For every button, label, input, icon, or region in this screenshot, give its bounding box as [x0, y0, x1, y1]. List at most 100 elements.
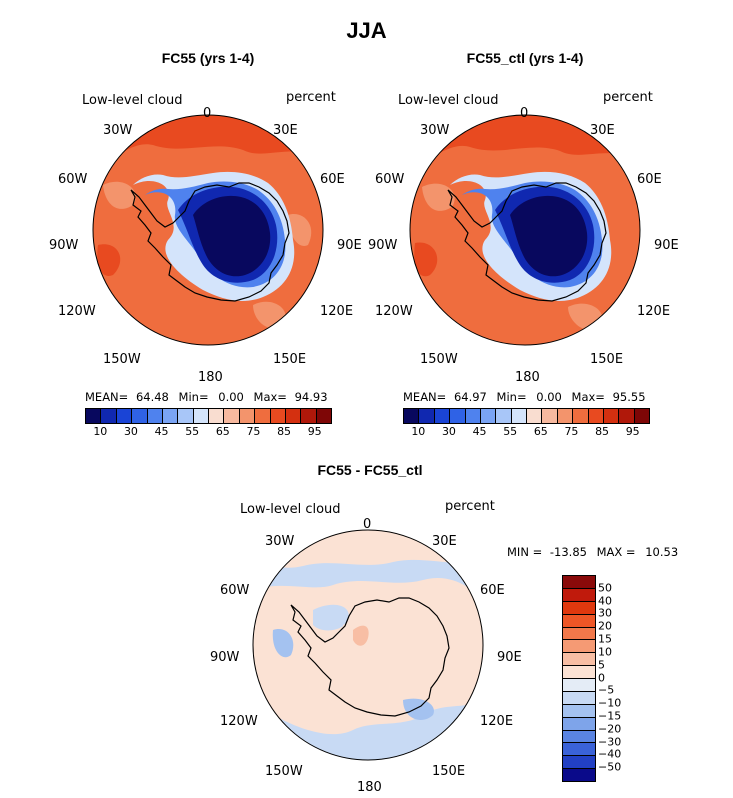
stats-right: MEAN= 64.97 Min= 0.00 Max= 95.55 — [403, 390, 646, 404]
colorbar-swatch — [563, 679, 595, 692]
min-value: -13.85 — [549, 545, 587, 559]
lon-label-150e: 150E — [273, 352, 307, 367]
colorbar-tick-label: 10 — [93, 425, 108, 438]
colorbar-swatch — [450, 409, 466, 423]
colorbar-tick-label: 65 — [533, 425, 548, 438]
lon-label-60w: 60W — [58, 172, 88, 187]
lon-label-30w: 30W — [265, 534, 295, 549]
mean-label: MEAN= — [403, 390, 447, 404]
max-value: 95.55 — [612, 390, 646, 404]
stats-left: MEAN= 64.48 Min= 0.00 Max= 94.93 — [85, 390, 328, 404]
colorbar-swatch — [527, 409, 543, 423]
lon-label-150e: 150E — [590, 352, 624, 367]
colorbar-swatch — [563, 717, 595, 731]
lon-label-120w: 120W — [58, 304, 96, 319]
colorbar-swatch — [270, 409, 286, 423]
colorbar-tick-label: 0 — [598, 671, 605, 684]
lon-label-60e: 60E — [320, 172, 345, 187]
colorbar-swatch — [603, 409, 620, 423]
colorbar-tick-label: 30 — [441, 425, 456, 438]
colorbar-swatch — [563, 704, 595, 718]
variable-label-diff: Low-level cloud — [240, 502, 341, 517]
lon-label-120w: 120W — [220, 714, 258, 729]
colorbar-tick-label: 5 — [598, 658, 605, 672]
polar-map-diff — [252, 529, 484, 761]
colorbar-swatch — [209, 409, 225, 423]
colorbar-swatch — [573, 409, 589, 423]
lon-label-0: 0 — [363, 517, 372, 532]
mean-value: 64.97 — [453, 390, 487, 404]
lon-label-120e: 120E — [480, 714, 514, 729]
colorbar-swatch — [255, 409, 271, 423]
polar-map-left — [92, 114, 324, 346]
colorbar-swatch — [285, 409, 302, 423]
variable-label-right: Low-level cloud — [398, 93, 499, 108]
lon-label-90w: 90W — [49, 238, 79, 253]
colorbar-tick-label: −30 — [598, 735, 622, 749]
colorbar-swatch — [511, 409, 527, 423]
panel-subtitle-diff: FC55 - FC55_ctl — [317, 462, 423, 478]
colorbar-swatch — [132, 409, 148, 423]
colorbar-swatch — [86, 409, 102, 423]
colorbar-tick-label: 15 — [598, 632, 612, 646]
colorbar-tick-label: 45 — [154, 425, 169, 438]
colorbar-ticks-diff: 50 40 30 20 15 10 5 0 −5 −10 −15 −20 −30 −40 −50 — [598, 575, 638, 780]
colorbar-swatch — [563, 588, 595, 602]
colorbar-right — [403, 408, 650, 424]
lon-label-30e: 30E — [432, 534, 457, 549]
lon-label-30e: 30E — [590, 123, 615, 138]
coastline — [447, 182, 607, 302]
min-value: 0.00 — [536, 390, 562, 404]
colorbar-swatch — [316, 409, 331, 423]
colorbar-swatch — [563, 614, 595, 628]
colorbar-tick-label: −50 — [598, 760, 622, 774]
colorbar-ticks-left: 10 30 45 55 65 75 85 95 — [85, 425, 330, 439]
lon-label-150w: 150W — [265, 764, 303, 779]
lon-label-30w: 30W — [420, 123, 450, 138]
coastline — [290, 597, 450, 717]
colorbar-swatch — [147, 409, 163, 423]
colorbar-swatch — [301, 409, 317, 423]
colorbar-swatch — [496, 409, 512, 423]
colorbar-swatch — [419, 409, 435, 423]
panel-subtitle-right: FC55_ctl (yrs 1-4) — [466, 50, 584, 66]
lon-label-0: 0 — [203, 106, 212, 121]
lon-label-150w: 150W — [420, 352, 458, 367]
colorbar-swatch — [404, 409, 420, 423]
colorbar-tick-label: 95 — [307, 425, 322, 438]
max-value: 94.93 — [294, 390, 328, 404]
units-label-right: percent — [603, 90, 653, 105]
colorbar-swatch — [563, 666, 595, 679]
colorbar-swatch — [193, 409, 209, 423]
colorbar-tick-label: 75 — [246, 425, 261, 438]
lon-label-180: 180 — [515, 370, 540, 385]
colorbar-tick-label: 10 — [598, 645, 612, 659]
colorbar-tick-label: 50 — [598, 581, 612, 595]
colorbar-tick-label: 40 — [598, 594, 612, 608]
colorbar-swatch — [634, 409, 649, 423]
colorbar-swatch — [116, 409, 133, 423]
colorbar-swatch — [178, 409, 194, 423]
colorbar-left — [85, 408, 332, 424]
lon-label-0: 0 — [520, 106, 529, 121]
min-label: Min= — [178, 390, 209, 404]
colorbar-swatch — [162, 409, 179, 423]
colorbar-tick-label: 75 — [564, 425, 579, 438]
colorbar-swatch — [563, 627, 595, 641]
colorbar-tick-label: −20 — [598, 722, 622, 736]
colorbar-tick-label: 85 — [277, 425, 292, 438]
colorbar-swatch — [563, 640, 595, 654]
lon-label-60w: 60W — [220, 583, 250, 598]
colorbar-swatch — [563, 769, 595, 781]
colorbar-swatch — [563, 691, 595, 705]
lon-label-180: 180 — [198, 370, 223, 385]
colorbar-swatch — [557, 409, 574, 423]
min-label: MIN = — [507, 545, 543, 559]
colorbar-swatch — [563, 653, 595, 667]
lon-label-90w: 90W — [210, 650, 240, 665]
lon-label-90w: 90W — [368, 238, 398, 253]
mean-value: 64.48 — [135, 390, 169, 404]
colorbar-tick-label: −10 — [598, 696, 622, 710]
colorbar-tick-label: 45 — [472, 425, 487, 438]
figure-title: JJA — [346, 18, 387, 43]
